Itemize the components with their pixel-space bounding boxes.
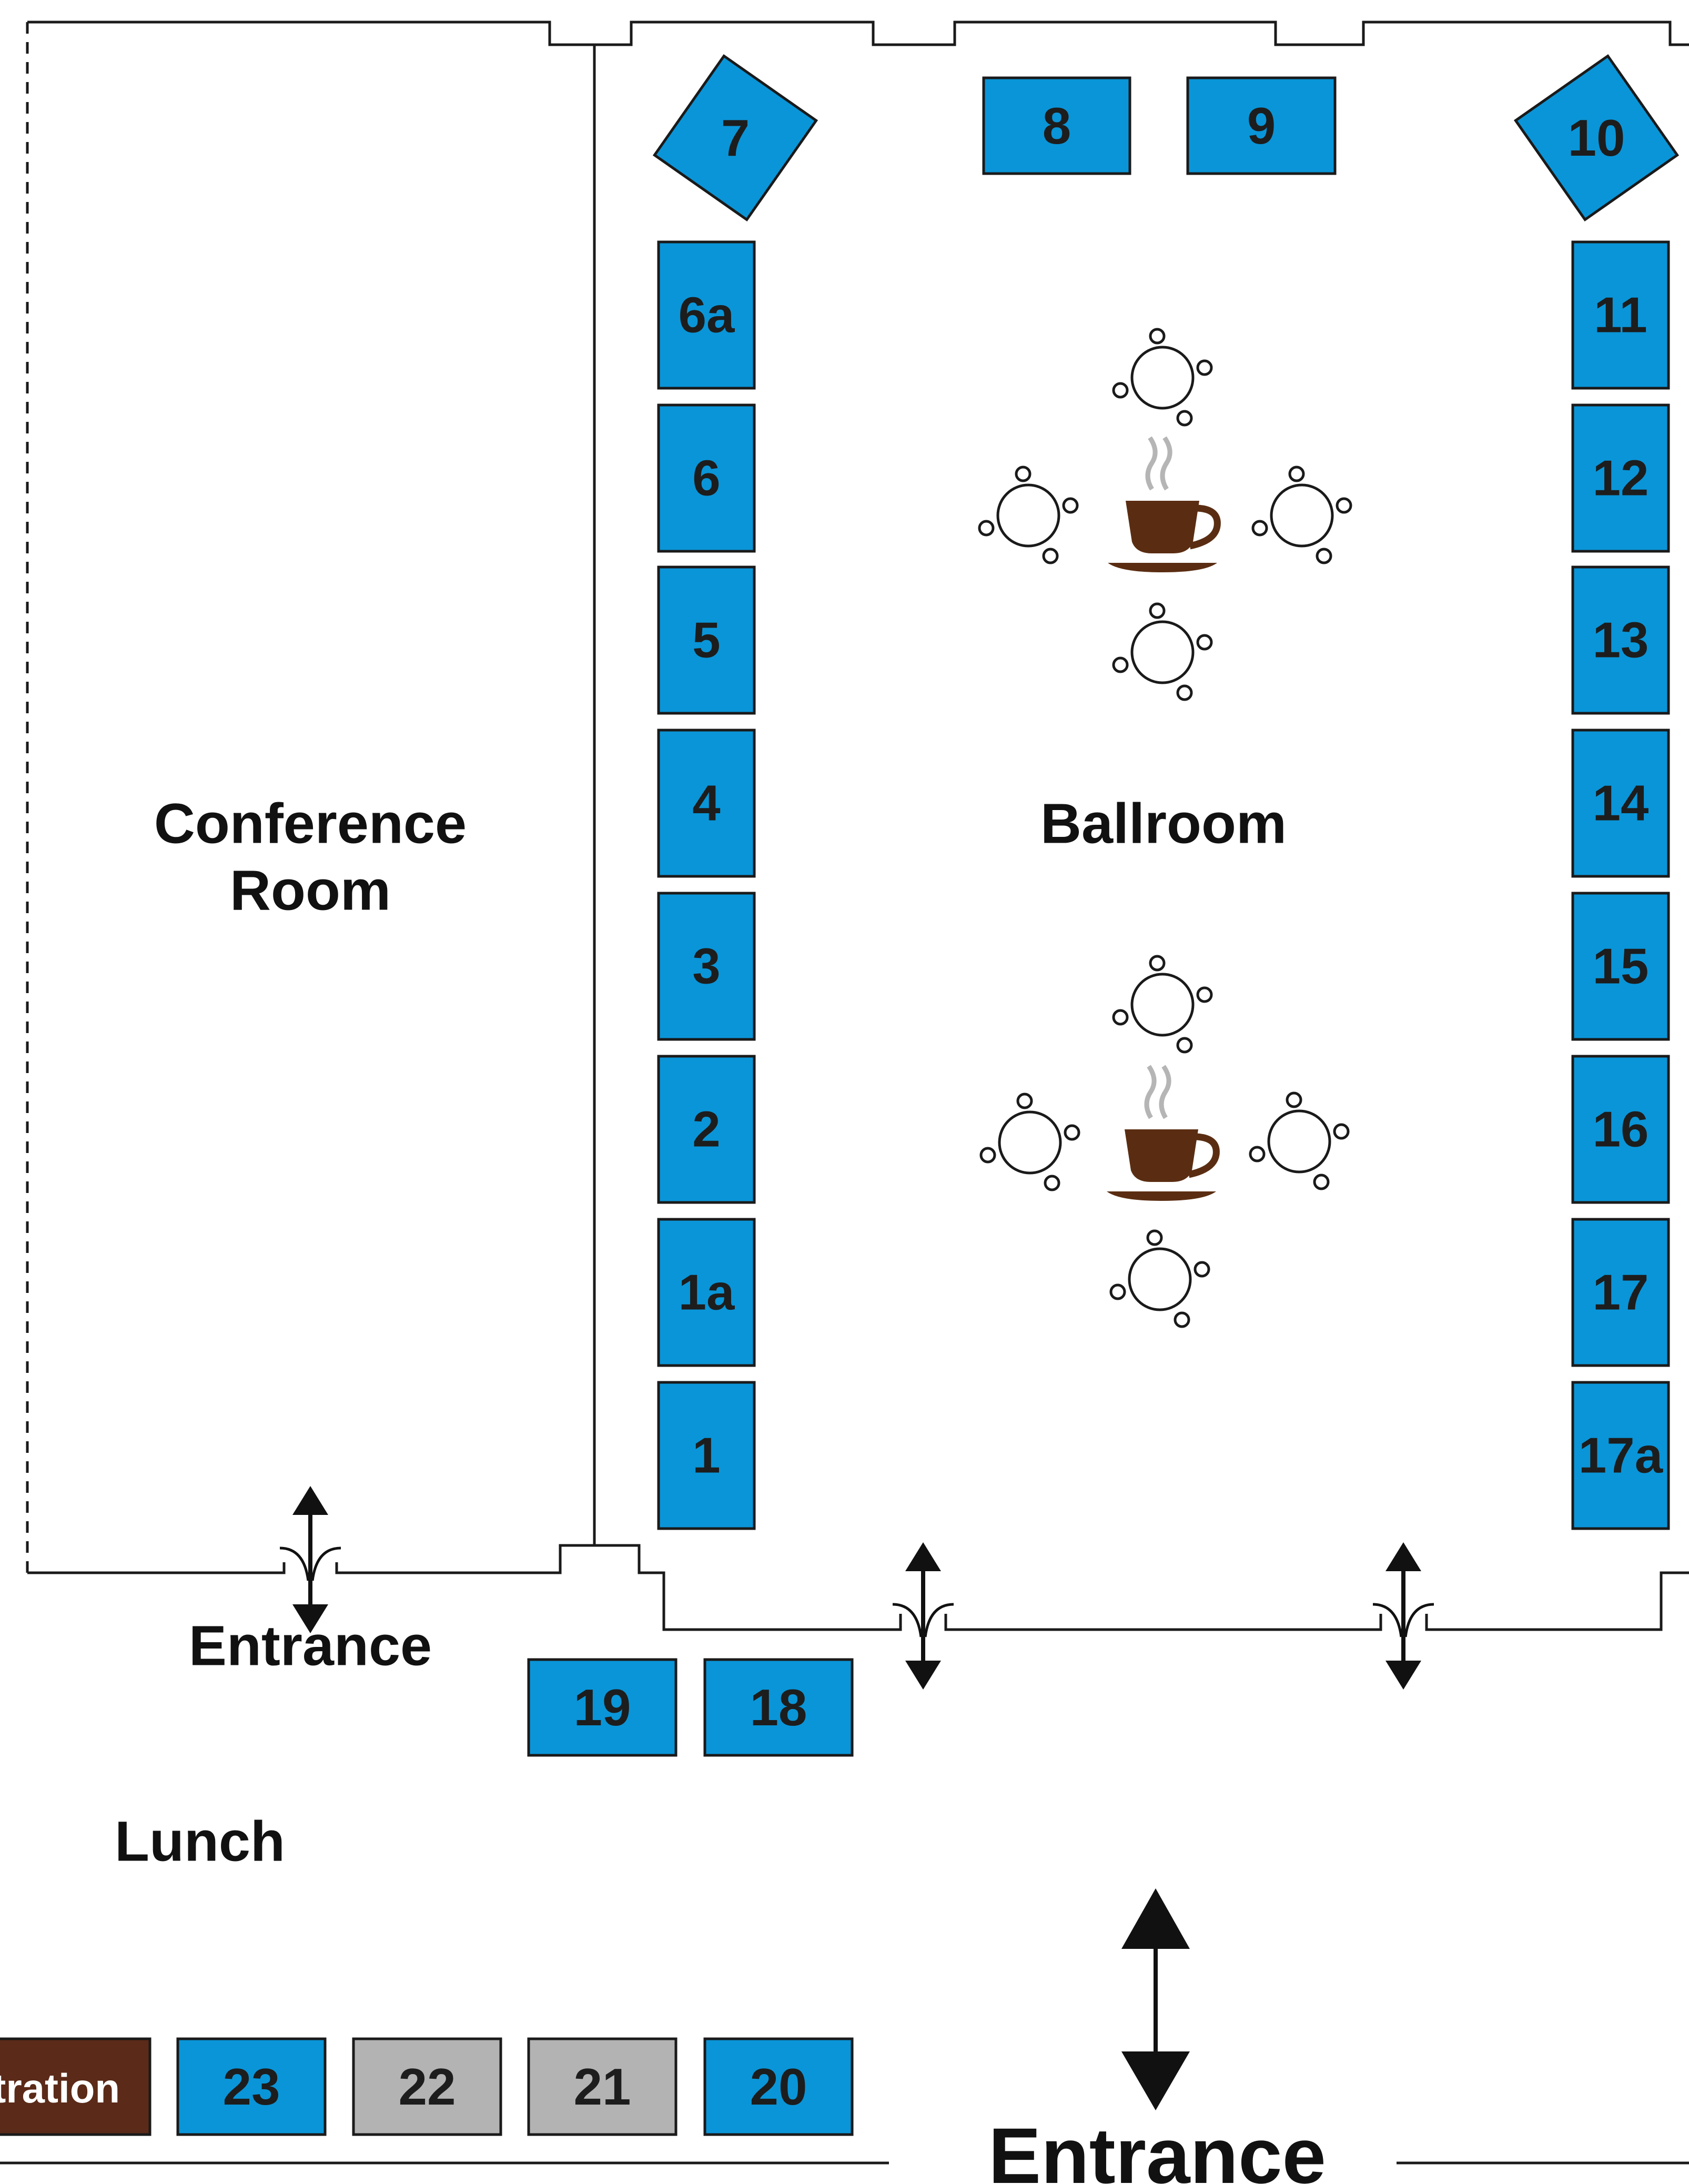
booth-1a[interactable]: 1a <box>657 1218 756 1367</box>
booth-6a[interactable]: 6a <box>657 240 756 390</box>
svg-text:18: 18 <box>750 1679 807 1736</box>
registration-desk[interactable]: Registration <box>0 2037 151 2136</box>
svg-text:17a: 17a <box>1579 1428 1663 1484</box>
booth-1[interactable]: 1 <box>657 1381 756 1530</box>
booth-12[interactable]: 12 <box>1571 403 1670 553</box>
booth-20[interactable]: 20 <box>703 2037 854 2136</box>
booth-3[interactable]: 3 <box>657 892 756 1041</box>
round-table-icon <box>1111 1231 1209 1327</box>
booth-10[interactable]: 10 <box>1513 54 1680 222</box>
coffee-cup-icon <box>1107 1066 1216 1201</box>
svg-text:15: 15 <box>1593 938 1649 995</box>
booth-4[interactable]: 4 <box>657 729 756 878</box>
svg-text:19: 19 <box>573 1679 631 1736</box>
svg-text:7: 7 <box>721 109 750 167</box>
svg-text:6: 6 <box>692 450 720 507</box>
doors <box>280 1486 1434 2110</box>
round-table-icon <box>1250 1093 1348 1189</box>
svg-text:2: 2 <box>692 1101 720 1158</box>
round-table-icon <box>979 467 1077 563</box>
svg-text:1a: 1a <box>679 1265 735 1321</box>
coffee-cup-icon <box>1108 438 1217 572</box>
booth-17[interactable]: 17 <box>1571 1218 1670 1367</box>
round-table-icon <box>1253 467 1351 563</box>
booth-6[interactable]: 6 <box>657 403 756 553</box>
svg-text:4: 4 <box>692 775 720 832</box>
booth-15[interactable]: 15 <box>1571 892 1670 1041</box>
booth-21[interactable]: 21 <box>527 2037 677 2136</box>
round-table-icon <box>1114 956 1211 1052</box>
booths: 7 8 9 10 6a 6 5 4 <box>176 54 1680 2136</box>
registration-label: Registration <box>0 2065 120 2111</box>
main-entrance-arrow-icon <box>1121 1888 1190 2110</box>
svg-text:11: 11 <box>1594 287 1647 343</box>
walls <box>0 21 1689 2165</box>
booth-23[interactable]: 23 <box>176 2037 327 2136</box>
booth-14[interactable]: 14 <box>1571 729 1670 878</box>
svg-text:12: 12 <box>1593 450 1649 507</box>
svg-text:10: 10 <box>1567 109 1625 167</box>
booth-8[interactable]: 8 <box>982 76 1131 175</box>
booth-22[interactable]: 22 <box>352 2037 502 2136</box>
svg-text:9: 9 <box>1247 97 1276 155</box>
booth-2[interactable]: 2 <box>657 1055 756 1204</box>
booth-5[interactable]: 5 <box>657 565 756 715</box>
conference-room-label: Room <box>230 858 391 922</box>
main-entrance-label: Entrance <box>988 2111 1326 2184</box>
booth-13[interactable]: 13 <box>1571 565 1670 715</box>
side-entrance-label: Entrance <box>189 1614 432 1677</box>
lunch-label: Lunch <box>115 1809 285 1873</box>
svg-text:22: 22 <box>398 2058 456 2116</box>
svg-text:23: 23 <box>222 2058 280 2116</box>
svg-text:20: 20 <box>750 2058 807 2116</box>
round-table-icon <box>981 1094 1079 1190</box>
double-arrow-icon <box>280 1486 341 1633</box>
labels: Conference Room Ballroom Lunch Entrance … <box>115 792 1326 2184</box>
svg-text:1: 1 <box>692 1428 720 1484</box>
booth-17a[interactable]: 17a <box>1571 1381 1670 1530</box>
booth-18[interactable]: 18 <box>703 1658 854 1757</box>
conference-room-label: Conference <box>154 792 467 855</box>
ballroom-label: Ballroom <box>1040 792 1287 855</box>
svg-text:8: 8 <box>1043 97 1071 155</box>
svg-text:14: 14 <box>1593 775 1649 832</box>
round-table-icon <box>1114 604 1211 700</box>
booth-19[interactable]: 19 <box>527 1658 677 1757</box>
svg-text:16: 16 <box>1593 1101 1649 1158</box>
booth-7[interactable]: 7 <box>652 54 818 222</box>
svg-text:6a: 6a <box>679 287 735 343</box>
svg-text:17: 17 <box>1593 1265 1649 1321</box>
svg-text:13: 13 <box>1593 612 1649 669</box>
booth-11[interactable]: 11 <box>1571 240 1670 390</box>
svg-text:3: 3 <box>692 938 720 995</box>
booth-9[interactable]: 9 <box>1186 76 1337 175</box>
booth-16[interactable]: 16 <box>1571 1055 1670 1204</box>
svg-text:5: 5 <box>692 612 720 669</box>
round-table-icon <box>1114 329 1211 425</box>
svg-text:21: 21 <box>573 2058 631 2116</box>
